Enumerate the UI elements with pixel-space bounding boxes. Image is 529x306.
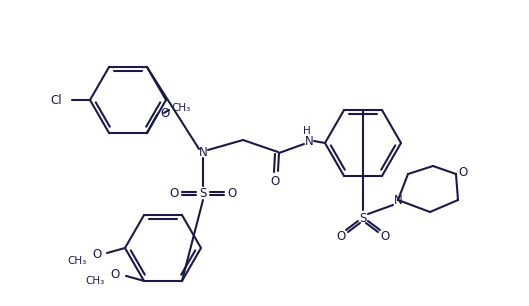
Text: N: N bbox=[394, 193, 403, 207]
Text: O: O bbox=[160, 107, 169, 120]
Text: S: S bbox=[199, 186, 207, 200]
Text: CH₃: CH₃ bbox=[171, 103, 190, 113]
Text: O: O bbox=[227, 187, 236, 200]
Text: S: S bbox=[359, 211, 367, 225]
Text: O: O bbox=[336, 230, 345, 242]
Text: N: N bbox=[305, 135, 313, 147]
Text: O: O bbox=[169, 187, 179, 200]
Text: CH₃: CH₃ bbox=[68, 256, 87, 266]
Text: Cl: Cl bbox=[50, 94, 62, 106]
Text: O: O bbox=[270, 174, 280, 188]
Text: H: H bbox=[303, 126, 311, 136]
Text: O: O bbox=[380, 230, 390, 242]
Text: N: N bbox=[198, 145, 207, 159]
Text: O: O bbox=[111, 268, 120, 282]
Text: O: O bbox=[93, 248, 102, 260]
Text: O: O bbox=[458, 166, 468, 178]
Text: CH₃: CH₃ bbox=[86, 276, 105, 286]
